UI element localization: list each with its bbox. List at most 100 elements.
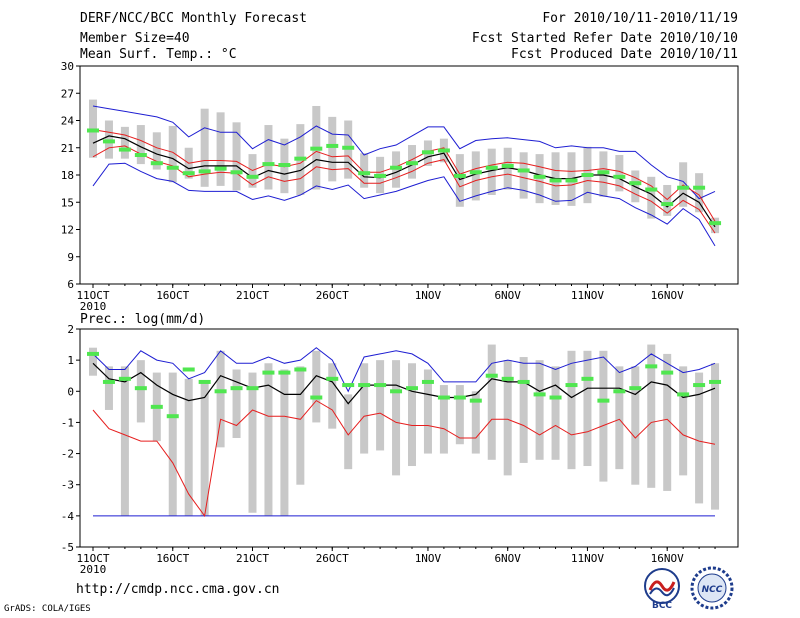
temp-median-mark [677,185,690,190]
prec-mean-line [92,362,716,405]
temp-box [711,217,720,234]
prec-median-mark [677,392,690,397]
temp-xtick-label: 11NOV [571,289,604,302]
prec-ytick-label: -5 [61,541,74,554]
prec-xtick-label: 1NOV [415,552,442,565]
temp-median-mark [549,178,562,183]
prec-year-label: 2010 [80,563,107,576]
prec-xtick-label: 11OCT [76,552,109,565]
temp-median-mark [437,148,450,153]
temp-ytick-label: 30 [61,60,74,73]
prec-median-mark [326,376,339,381]
temp-xtick-label: 21OCT [236,289,269,302]
prec-box [248,372,257,513]
prec-ytick-label: -2 [61,448,74,461]
prec-ytick-label: -4 [61,510,75,523]
prec-median-mark [374,383,387,388]
prec-box [583,350,592,467]
temp-median-mark [246,174,259,179]
prec-median-mark [453,395,466,400]
temp-median-mark [358,171,371,176]
temp-median-mark [310,146,323,151]
prec-box [423,369,432,454]
prec-box [136,360,145,423]
prec-mean-minus-sd-line [92,399,716,518]
prec-median-mark [182,367,195,372]
temp-box [264,125,273,190]
temp-median-mark [374,173,387,178]
prec-box [120,366,129,516]
temp-box [663,184,672,216]
ncc-logo: NCC [690,566,734,610]
temp-year-label: 2010 [80,300,107,313]
temp-median-mark [294,156,307,161]
temp-median-mark [581,173,594,177]
temp-mean-plus-sd-line [92,129,716,222]
prec-median-mark [102,379,115,384]
ncc-logo-text: NCC [702,585,723,595]
prec-median-mark [150,404,163,409]
prec-median-mark [421,379,434,384]
prec-ytick-label: 0 [67,385,74,398]
temp-median-mark [406,161,418,166]
prec-median-mark [390,389,403,394]
prec-box [312,350,321,423]
prec-box [567,350,576,470]
prec-ytick-label: 1 [67,354,74,367]
temp-box [216,112,225,186]
prec-median-mark [693,383,706,388]
prec-median-mark [549,395,562,400]
prec-box [503,360,512,476]
prec-median-mark [597,398,610,403]
temp-xtick-label: 26OCT [316,289,349,302]
prec-frame [79,328,739,548]
temp-median-mark [390,165,403,170]
temp-ytick-label: 21 [61,142,74,155]
prec-box [471,391,480,454]
temp-box [455,154,464,207]
prec-box [599,350,608,482]
temp-ytick-label: 24 [61,115,75,128]
prec-box [232,369,241,438]
temp-median-mark [214,166,227,171]
temp-mean-line [92,135,716,228]
prec-box [328,363,337,429]
prec-box [455,385,464,445]
prec-box [615,366,624,470]
prec-median-mark [406,386,418,391]
prec-median-mark [134,386,147,391]
prec-box [296,366,305,485]
temp-median-mark [469,170,482,175]
prec-median-mark [437,395,450,400]
temp-median-mark [485,165,498,170]
temp-ytick-label: 18 [61,169,74,182]
prec-box [679,366,688,476]
temp-median-mark [693,185,706,190]
prec-box [647,344,656,488]
temp-max-line [92,105,716,200]
prec-median-mark [278,370,291,375]
prec-box [184,378,193,516]
temp-median-mark [501,163,514,168]
temp-median-mark [87,128,99,133]
temp-panel: 6 9 12 15 18 21 24 27 30 11OCT 16OCT 21OCT 26OCT 1NOV… [61,60,739,313]
prec-box [439,385,448,454]
temp-box [487,148,496,195]
temp-box [360,153,369,188]
temp-box [471,151,480,201]
temp-median-mark [102,139,115,144]
prec-xtick-label: 16NOV [651,552,684,565]
temp-median-mark [150,161,163,166]
prec-median-mark [517,379,530,384]
source-url[interactable]: http://cmdp.ncc.cma.gov.cn [76,582,280,597]
prec-median-mark [613,389,626,394]
prec-median-mark [246,386,259,391]
prec-median-mark [118,376,131,381]
prec-xtick-label: 16OCT [156,552,189,565]
grads-credit: GrADS: COLA/IGES [4,604,91,614]
temp-box [615,155,624,192]
temp-ytick-label: 15 [61,196,74,209]
temp-median-mark [230,170,243,175]
prec-median-mark [485,373,498,378]
temp-ytick-label: 27 [61,87,74,100]
